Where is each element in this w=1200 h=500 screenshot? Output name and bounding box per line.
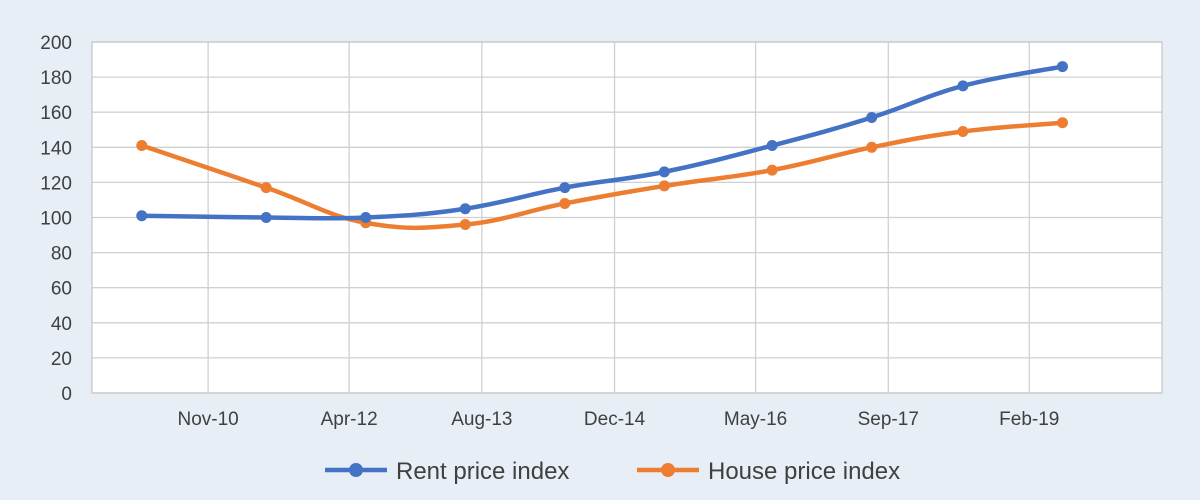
house-price-index-line bbox=[139, 120, 1065, 231]
rent-price-index-line bbox=[139, 64, 1065, 221]
legend-item-house-price-index: House price index bbox=[637, 458, 900, 485]
rent-price-index-point bbox=[459, 203, 471, 215]
y-tick-label: 120 bbox=[40, 173, 72, 194]
legend-label: Rent price index bbox=[396, 458, 569, 485]
legend-label: House price index bbox=[708, 458, 900, 485]
house-price-index-point bbox=[658, 180, 670, 192]
house-price-index-point bbox=[459, 219, 471, 231]
rent-price-index-point bbox=[766, 140, 778, 152]
y-tick-label: 40 bbox=[51, 314, 72, 335]
x-tick-label: Feb-19 bbox=[999, 409, 1059, 430]
y-tick-label: 0 bbox=[61, 384, 72, 405]
house-price-index-point bbox=[766, 164, 778, 176]
house-price-index-point bbox=[260, 182, 272, 194]
rent-price-index-point bbox=[1056, 61, 1068, 73]
x-tick-label: Aug-13 bbox=[451, 409, 512, 430]
house-price-index-point bbox=[1056, 117, 1068, 129]
legend-item-rent-price-index: Rent price index bbox=[325, 458, 569, 485]
rent-price-index-point bbox=[559, 182, 571, 194]
house-price-index-point bbox=[136, 140, 148, 152]
y-tick-label: 180 bbox=[40, 68, 72, 89]
rent-price-index-point bbox=[957, 80, 969, 92]
house-price-index-point bbox=[866, 141, 878, 153]
y-tick-label: 60 bbox=[51, 279, 72, 300]
rent-price-index-point bbox=[658, 166, 670, 178]
rent-price-index-point bbox=[360, 212, 372, 223]
y-tick-label: 80 bbox=[51, 244, 72, 265]
legend-marker bbox=[661, 463, 675, 477]
legend-marker bbox=[349, 463, 363, 477]
rent-price-index-point bbox=[136, 210, 148, 222]
x-tick-label: Sep-17 bbox=[858, 409, 919, 430]
y-tick-label: 140 bbox=[40, 138, 72, 159]
x-tick-label: Nov-10 bbox=[177, 409, 238, 430]
y-tick-label: 200 bbox=[40, 33, 72, 54]
y-tick-label: 160 bbox=[40, 103, 72, 124]
y-tick-label: 100 bbox=[40, 209, 72, 230]
house-price-index-point bbox=[957, 126, 969, 138]
rent-price-index-point bbox=[260, 212, 272, 223]
rent-price-index-point bbox=[866, 111, 878, 123]
plot-border bbox=[91, 41, 1163, 394]
y-tick-label: 20 bbox=[51, 349, 72, 370]
house-price-index-point bbox=[559, 197, 571, 209]
x-tick-label: May-16 bbox=[724, 409, 787, 430]
x-tick-label: Dec-14 bbox=[584, 409, 646, 430]
x-tick-label: Apr-12 bbox=[321, 409, 378, 430]
